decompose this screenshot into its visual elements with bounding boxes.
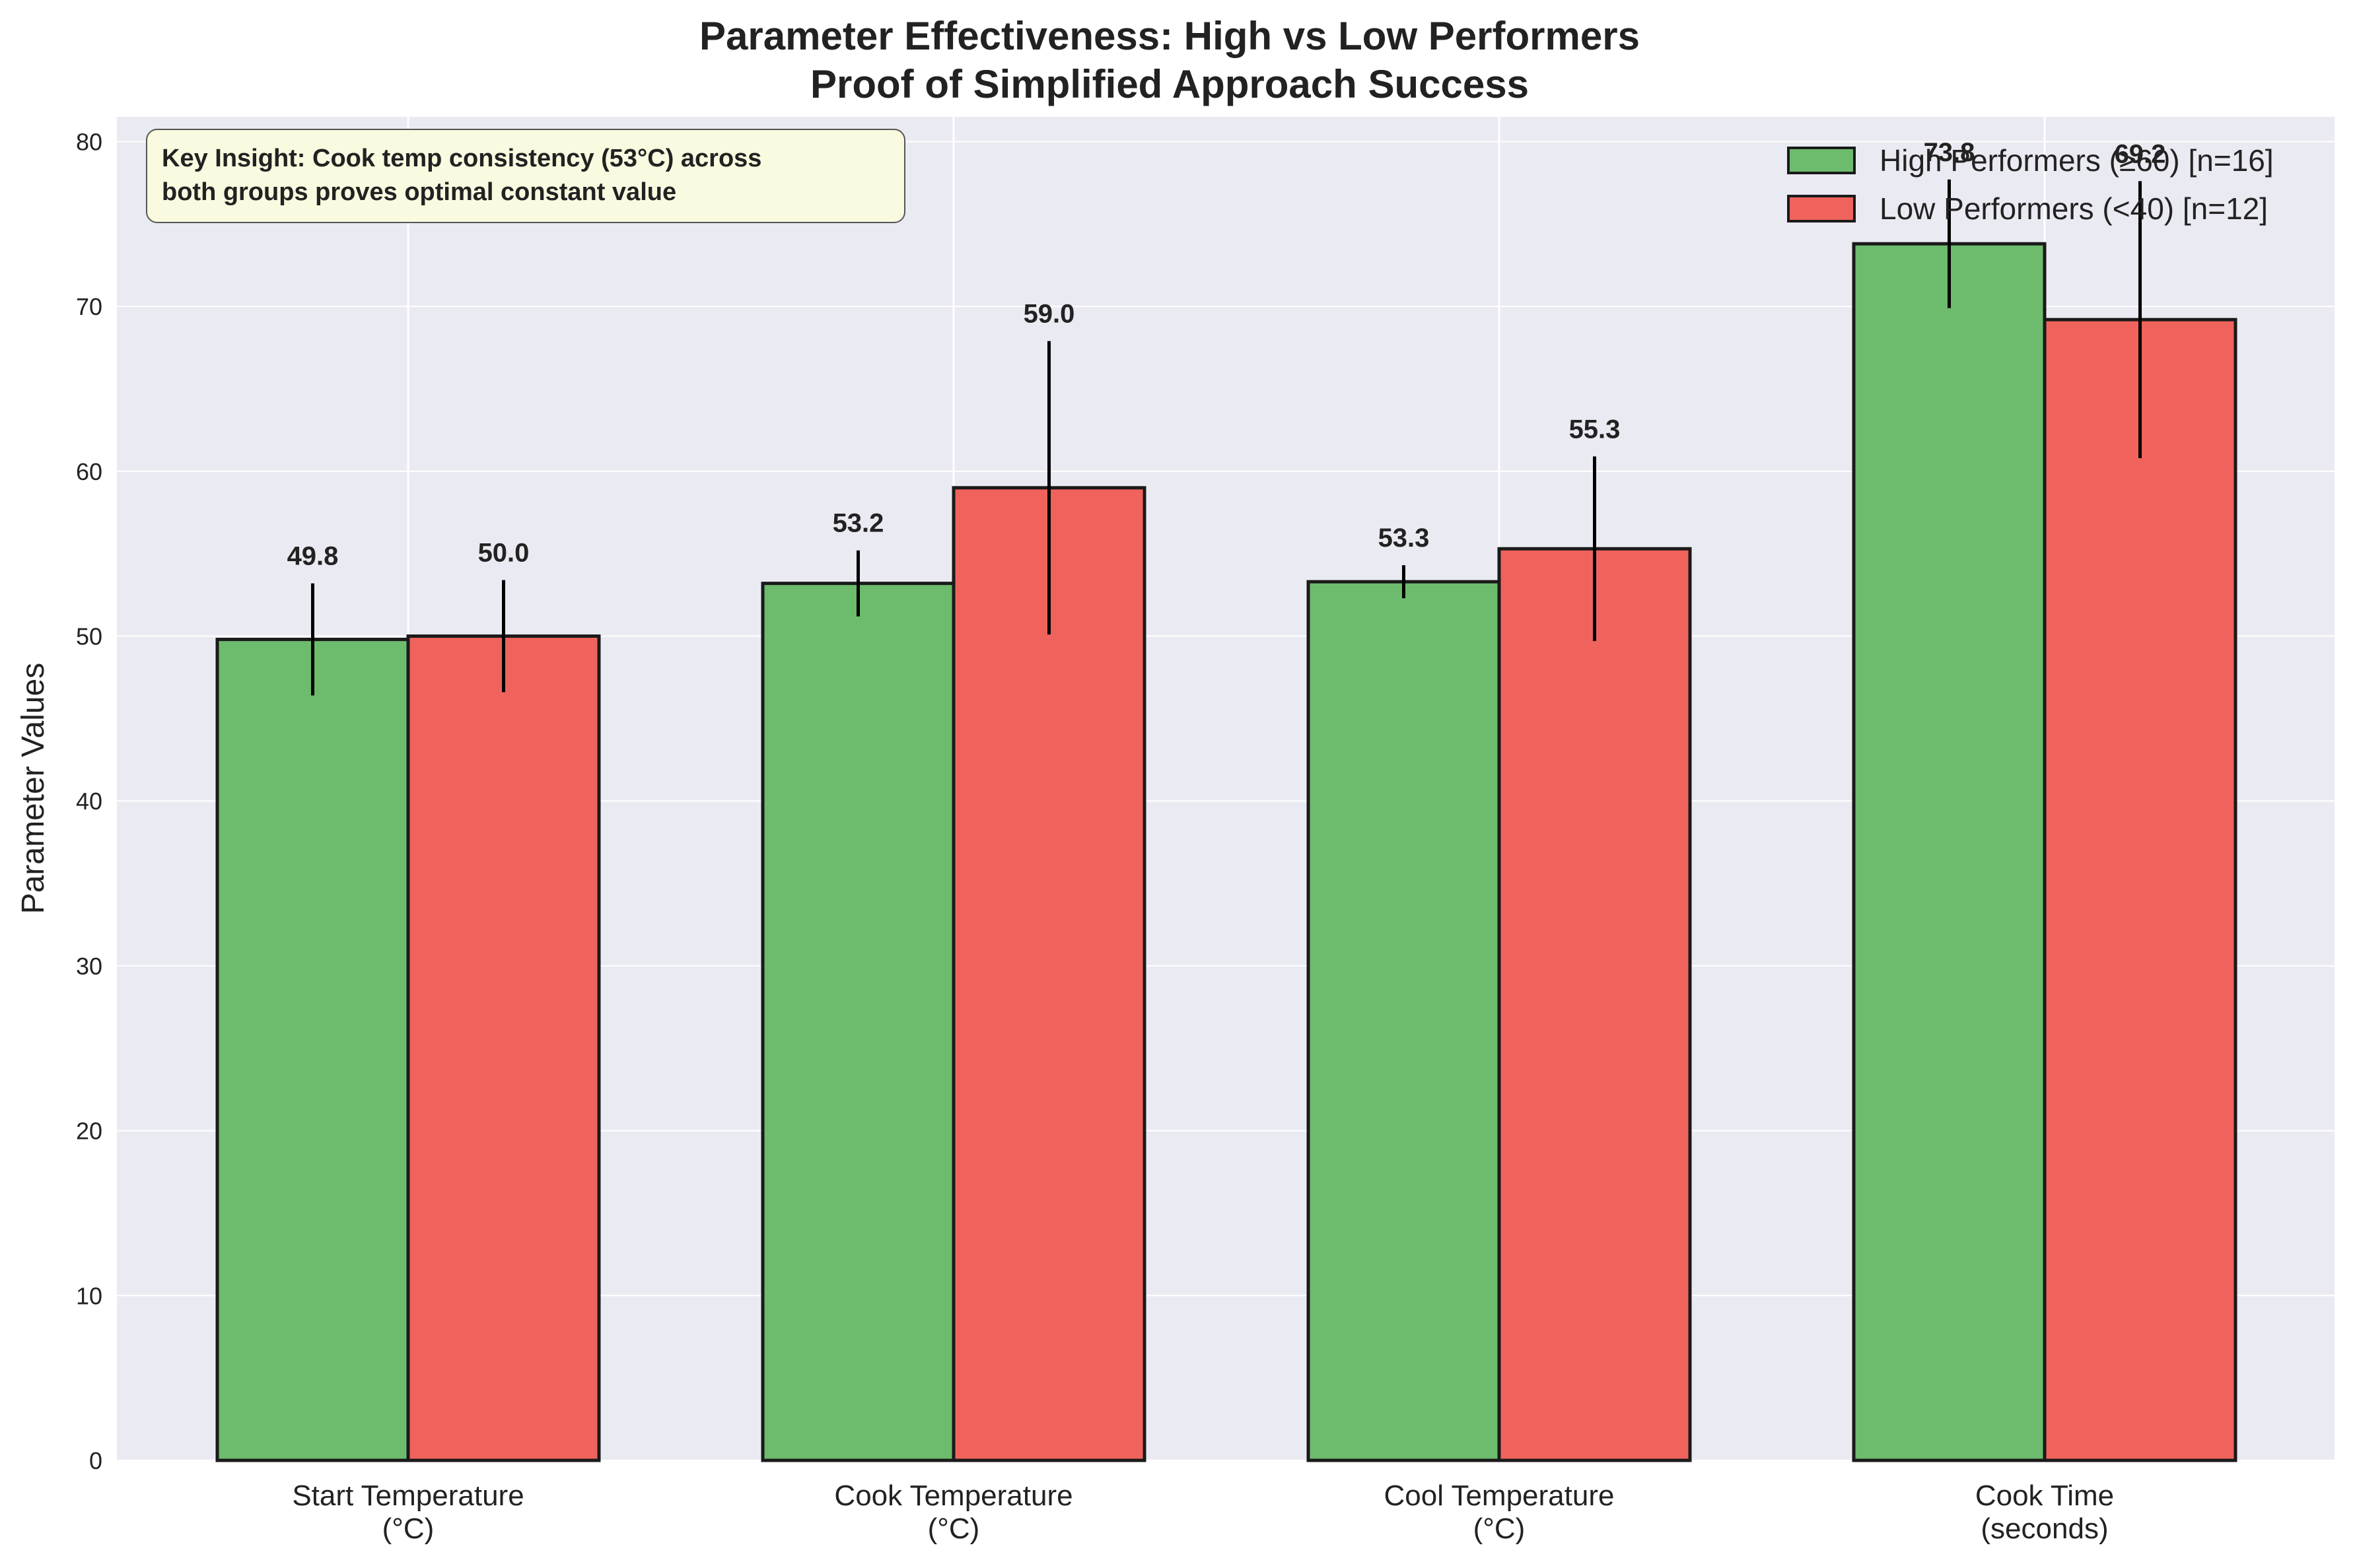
bar-low-performers [952, 486, 1146, 1462]
y-tick-label: 20 [76, 1118, 102, 1145]
bar-value-label: 59.0 [1024, 300, 1075, 329]
y-tick-label: 30 [76, 953, 102, 980]
bar-value-label: 55.3 [1569, 415, 1621, 444]
value-labels: 49.8 53.2 53.3 73.8 50.0 59.0 55.3 69.2 [287, 138, 2166, 571]
y-tick-label: 50 [76, 623, 102, 650]
legend: High Performers (≥60) [n=16] Low Perform… [1787, 143, 2274, 226]
bar-value-label: 49.8 [287, 542, 339, 571]
x-tick-label: (°C) [1473, 1513, 1526, 1545]
x-tick-label: Cook Time [1975, 1480, 2114, 1512]
y-tick-label: 40 [76, 788, 102, 815]
x-tick-label: (°C) [382, 1513, 435, 1545]
bar-value-label: 53.3 [1378, 524, 1430, 553]
y-tick-label: 70 [76, 293, 102, 320]
chart-subtitle: Proof of Simplified Approach Success [810, 62, 1529, 106]
x-tick-label: (°C) [928, 1513, 980, 1545]
x-axis-ticks: Start Temperature(°C)Cook Temperature(°C… [292, 1480, 2114, 1545]
bar-high-performers [1306, 580, 1501, 1462]
legend-label-high: High Performers (≥60) [n=16] [1880, 143, 2274, 178]
bar-value-label: 53.2 [833, 509, 884, 538]
annotation-box: Key Insight: Cook temp consistency (53°C… [146, 129, 905, 223]
annotation-line-1: Key Insight: Cook temp consistency (53°C… [162, 145, 761, 172]
x-tick-label: Cook Temperature [834, 1480, 1073, 1512]
bar-value-label: 50.0 [478, 539, 530, 568]
y-tick-label: 80 [76, 128, 102, 155]
y-tick-label: 60 [76, 458, 102, 485]
y-axis-ticks: 0 10 20 30 40 50 60 70 80 [76, 128, 102, 1474]
x-tick-label: Cool Temperature [1384, 1480, 1615, 1512]
bar-low-performers [406, 634, 601, 1462]
x-tick-label: (seconds) [1981, 1513, 2108, 1545]
bar-low-performers [1497, 547, 1692, 1462]
legend-swatch-high [1787, 147, 1856, 174]
legend-swatch-low [1787, 195, 1856, 222]
y-tick-label: 10 [76, 1282, 102, 1309]
bar-value-label: 69.2 [2115, 139, 2166, 168]
y-axis-label: Parameter Values [16, 663, 51, 914]
bar-high-performers [215, 638, 410, 1462]
bar-high-performers [761, 582, 956, 1462]
x-tick-label: Start Temperature [292, 1480, 524, 1512]
legend-label-low: Low Performers (<40) [n=12] [1880, 191, 2268, 226]
bar-low-performers [2043, 318, 2237, 1462]
bar-high-performers [1852, 242, 2047, 1462]
y-tick-label: 0 [89, 1447, 102, 1474]
error-bars [311, 179, 2142, 696]
bar-value-label: 73.8 [1924, 138, 1975, 167]
bars [215, 242, 2237, 1462]
annotation-line-2: both groups proves optimal constant valu… [162, 178, 676, 206]
chart-title: Parameter Effectiveness: High vs Low Per… [699, 14, 1640, 58]
